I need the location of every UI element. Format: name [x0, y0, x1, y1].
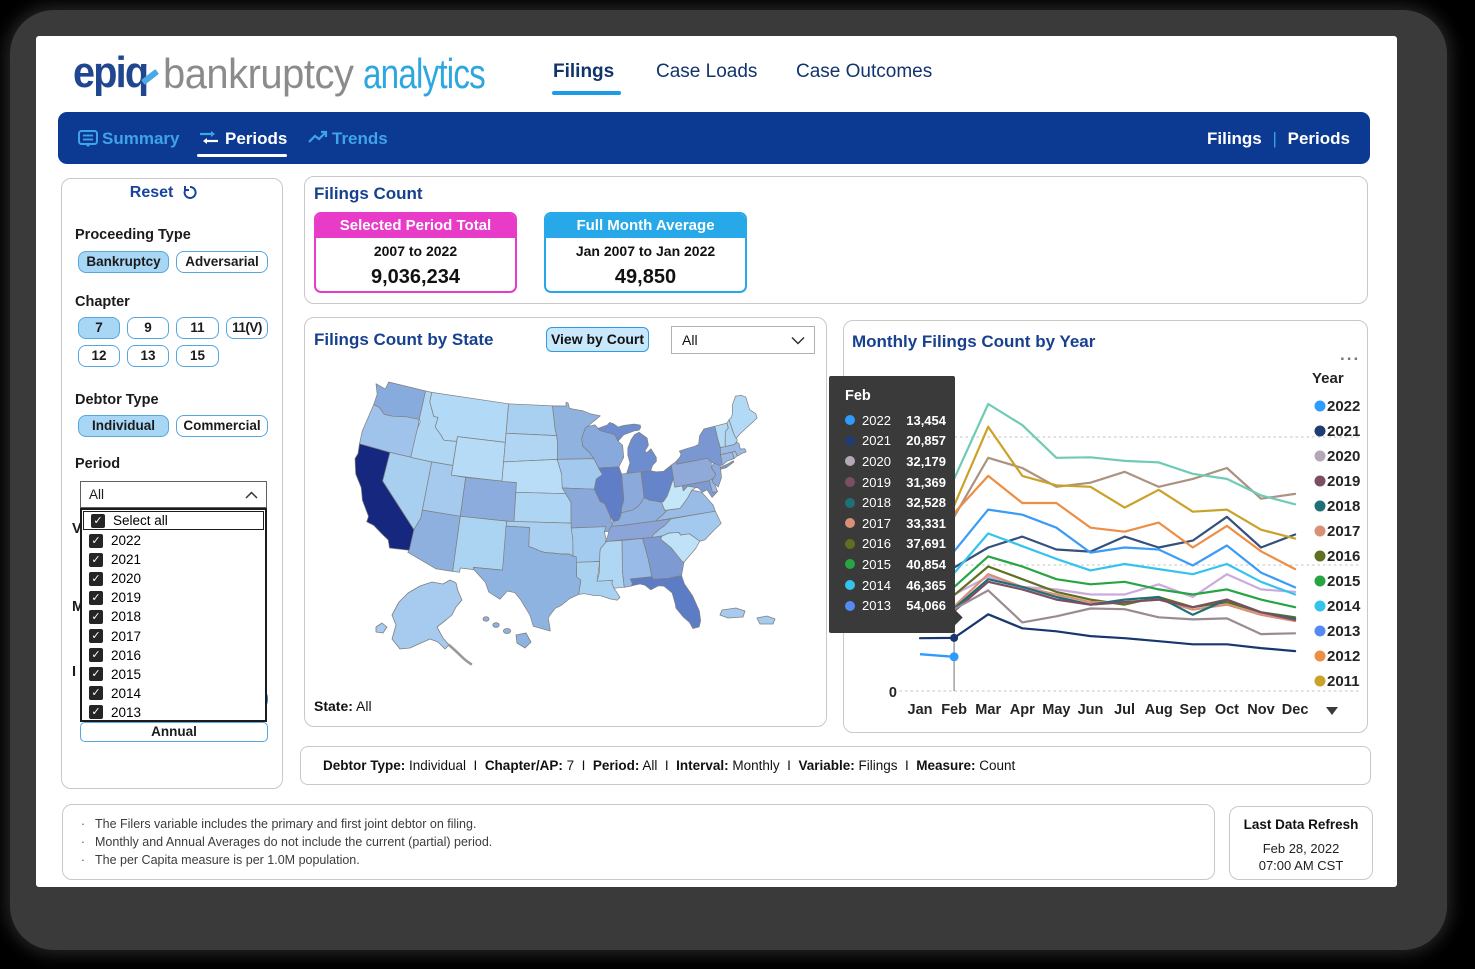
- svg-text:Year: Year: [1312, 370, 1344, 387]
- svg-text:2021: 2021: [1327, 423, 1360, 440]
- svg-text:0: 0: [889, 685, 897, 701]
- svg-text:2019: 2019: [1327, 473, 1360, 490]
- svg-text:Feb: Feb: [941, 702, 967, 718]
- svg-text:2018: 2018: [1327, 498, 1360, 515]
- svg-text:Jul: Jul: [1114, 702, 1135, 718]
- svg-text:Mar: Mar: [975, 702, 1001, 718]
- svg-text:May: May: [1042, 702, 1070, 718]
- svg-text:2013: 2013: [1327, 623, 1360, 640]
- svg-text:2011: 2011: [1327, 673, 1360, 690]
- svg-text:Dec: Dec: [1282, 702, 1309, 718]
- svg-text:Jan: Jan: [908, 702, 933, 718]
- svg-text:2015: 2015: [1327, 573, 1360, 590]
- svg-text:2012: 2012: [1327, 648, 1360, 665]
- svg-text:...: ...: [1340, 345, 1360, 364]
- svg-text:Apr: Apr: [1010, 702, 1035, 718]
- svg-text:2022: 2022: [1327, 398, 1360, 415]
- svg-text:Oct: Oct: [1215, 702, 1239, 718]
- svg-text:2014: 2014: [1327, 598, 1361, 615]
- svg-text:2017: 2017: [1327, 523, 1360, 540]
- svg-text:Sep: Sep: [1180, 702, 1207, 718]
- svg-text:Aug: Aug: [1145, 702, 1173, 718]
- svg-text:2016: 2016: [1327, 548, 1360, 565]
- svg-text:Jun: Jun: [1078, 702, 1104, 718]
- svg-text:2020: 2020: [1327, 448, 1360, 465]
- svg-text:Nov: Nov: [1247, 702, 1274, 718]
